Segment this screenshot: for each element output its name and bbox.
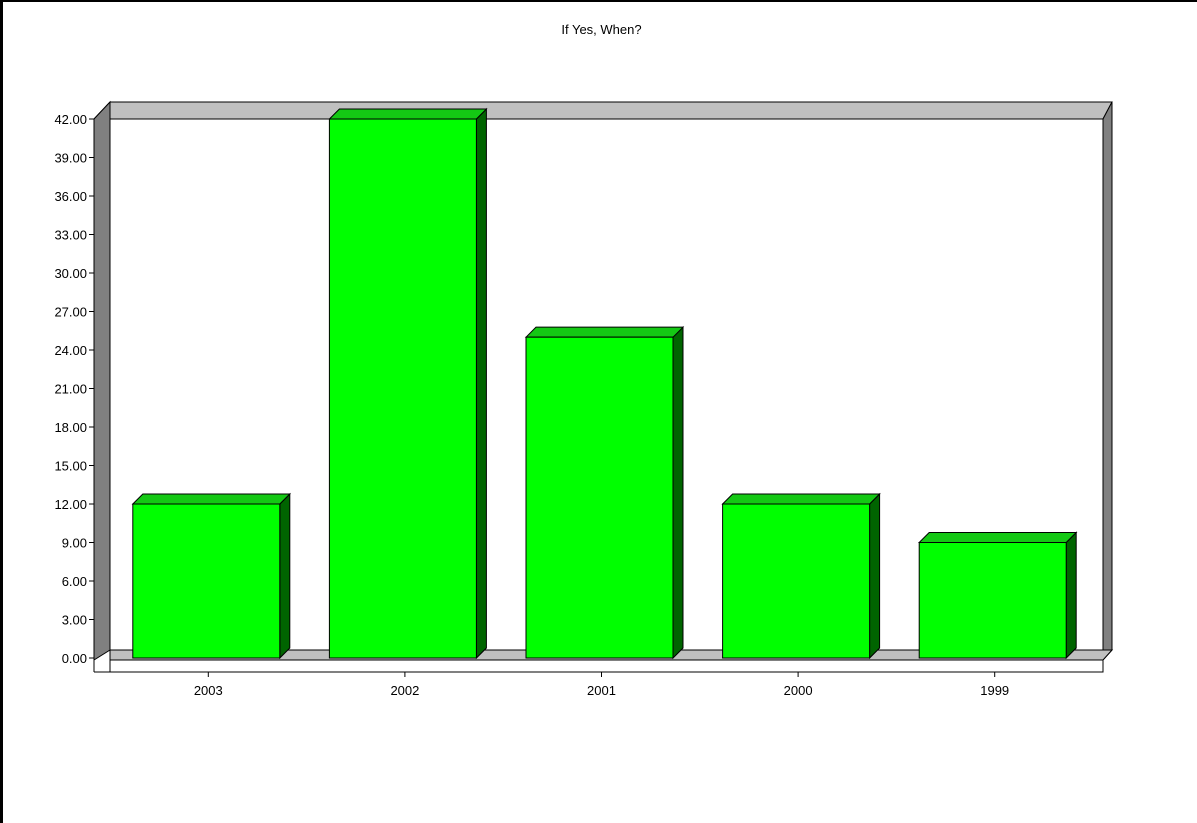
x-tick-label: 2000	[784, 683, 813, 698]
bar-2000	[721, 492, 881, 660]
bar-top	[524, 326, 685, 338]
x-tick-label: 2001	[587, 683, 616, 698]
y-tick-label: 9.00	[62, 536, 87, 551]
y-tick-label: 18.00	[54, 420, 87, 435]
bars	[131, 107, 1078, 660]
x-axis: 2003 2002 2001 2000 1999	[94, 671, 1093, 698]
bar-chart: 0.00 3.00 6.00 9.00 12.00 15.00 18.00 21.00 24.0…	[54, 100, 1114, 698]
y-tick-label: 33.00	[54, 228, 87, 243]
left-wall	[93, 100, 111, 661]
y-axis: 0.00 3.00 6.00 9.00 12.00 15.00 18.00 21.00 24.0…	[54, 112, 95, 672]
y-tick-label: 21.00	[54, 382, 87, 397]
y-tick-label: 3.00	[62, 613, 87, 628]
y-tick-label: 6.00	[62, 574, 87, 589]
bar	[328, 118, 477, 659]
bar-2001	[524, 325, 685, 660]
bar-2002	[328, 107, 488, 660]
bar-side	[1065, 531, 1077, 660]
bar-top	[131, 493, 292, 505]
y-tick-label: 0.00	[62, 651, 87, 666]
bar	[132, 503, 281, 659]
bar-top	[328, 108, 488, 120]
y-tick-label: 30.00	[54, 266, 87, 281]
y-tick-label: 27.00	[54, 305, 87, 320]
x-tick-label: 1999	[980, 683, 1009, 698]
y-tick-label: 24.00	[54, 343, 87, 358]
bar-top	[917, 532, 1078, 543]
x-tick-label: 2002	[390, 683, 419, 698]
bar-side	[869, 492, 881, 660]
x-tick-label: 2003	[194, 683, 223, 698]
floor-front	[109, 659, 1104, 673]
bar-side	[279, 492, 291, 660]
bar-top	[721, 493, 881, 505]
bar	[525, 336, 674, 659]
chart-title: If Yes, When?	[561, 22, 642, 37]
top-wall	[92, 101, 1113, 120]
bar-side	[672, 325, 684, 660]
y-tick-label: 15.00	[54, 459, 87, 474]
bar-1999	[917, 531, 1078, 660]
y-tick-label: 39.00	[54, 151, 87, 166]
bar	[918, 542, 1067, 659]
y-tick-label: 12.00	[54, 497, 87, 512]
bar-2003	[131, 492, 292, 660]
bar-side	[475, 107, 487, 660]
bar	[722, 503, 871, 659]
y-tick-label: 42.00	[54, 112, 87, 127]
y-tick-label: 36.00	[54, 189, 87, 204]
right-wall	[1102, 101, 1113, 662]
